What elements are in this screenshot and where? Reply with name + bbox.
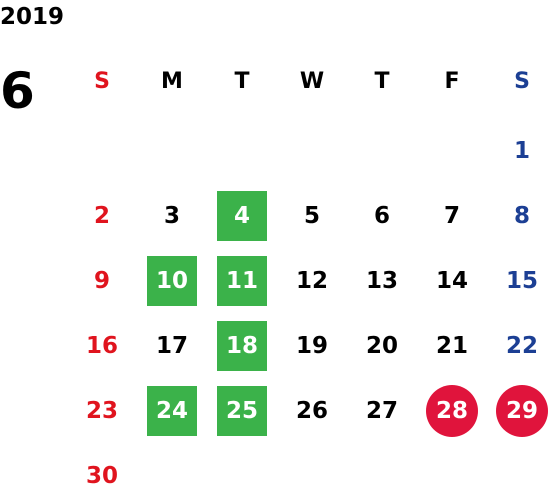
day-cell[interactable]: 11 [217,256,267,306]
day-cell[interactable]: 21 [435,333,468,359]
weekday-header-2: T [234,68,250,94]
day-cell[interactable]: 16 [85,333,118,359]
day-cell[interactable]: 12 [295,268,328,294]
day-cell[interactable]: 7 [443,203,460,229]
weekday-header-6: S [514,68,530,94]
day-cell[interactable]: 8 [513,203,530,229]
day-cell[interactable]: 3 [163,203,180,229]
weekday-header-0: S [94,68,110,94]
day-cell[interactable]: 4 [217,191,267,241]
weekday-header-1: M [161,68,183,94]
day-cell[interactable]: 27 [365,398,398,424]
day-cell[interactable]: 6 [373,203,390,229]
day-cell[interactable]: 9 [93,268,110,294]
day-cell[interactable]: 25 [217,386,267,436]
day-cell[interactable]: 18 [217,321,267,371]
day-cell[interactable]: 15 [505,268,538,294]
day-cell[interactable]: 10 [147,256,197,306]
day-cell[interactable]: 26 [295,398,328,424]
day-cell[interactable]: 17 [155,333,188,359]
day-cell[interactable]: 30 [85,463,118,489]
day-cell[interactable]: 24 [147,386,197,436]
day-cell[interactable]: 5 [303,203,320,229]
weekday-header-4: T [374,68,390,94]
day-cell[interactable]: 29 [496,385,548,437]
day-cell[interactable]: 20 [365,333,398,359]
day-cell[interactable]: 1 [513,138,530,164]
weekday-header-5: F [444,68,460,94]
day-cell[interactable]: 28 [426,385,478,437]
month-number: 6 [0,62,35,120]
day-cell[interactable]: 19 [295,333,328,359]
day-cell[interactable]: 2 [93,203,110,229]
weekday-header-3: W [299,68,325,94]
day-cell[interactable]: 22 [505,333,538,359]
year-label: 2019 [0,4,65,30]
day-cell[interactable]: 23 [85,398,118,424]
day-cell[interactable]: 13 [365,268,398,294]
day-cell[interactable]: 14 [435,268,468,294]
